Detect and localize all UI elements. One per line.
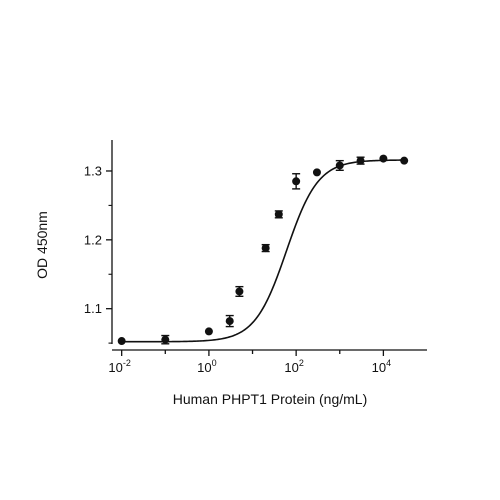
x-ticks: 10-2 100 102 104: [108, 350, 391, 375]
data-point: [274, 210, 283, 219]
data-point: [161, 335, 170, 344]
y-tick-label: 1.3: [84, 163, 102, 178]
data-point: [335, 161, 344, 170]
x-tick-label: 10-2: [108, 358, 130, 375]
x-axis: 10-2 100 102 104: [108, 349, 427, 375]
x-tick-label: 104: [372, 358, 391, 375]
data-point: [225, 317, 234, 326]
y-axis-label: OD 450nm: [34, 211, 50, 279]
data-point: [204, 327, 213, 336]
x-tick-label: 100: [197, 358, 216, 375]
data-points: [117, 154, 409, 346]
x-axis-label: Human PHPT1 Protein (ng/mL): [173, 391, 368, 407]
data-point: [312, 168, 321, 177]
data-point: [292, 177, 301, 186]
y-tick-label: 1.1: [84, 301, 102, 316]
data-point: [400, 156, 409, 165]
data-point: [261, 244, 270, 253]
y-ticks: 1.1 1.2 1.3: [84, 163, 112, 344]
data-point: [117, 337, 126, 346]
data-point: [356, 156, 365, 165]
x-tick-label: 102: [284, 358, 303, 375]
data-point: [235, 287, 244, 296]
data-point: [379, 154, 388, 163]
y-tick-label: 1.2: [84, 232, 102, 247]
y-axis: 1.1 1.2 1.3: [84, 140, 113, 344]
